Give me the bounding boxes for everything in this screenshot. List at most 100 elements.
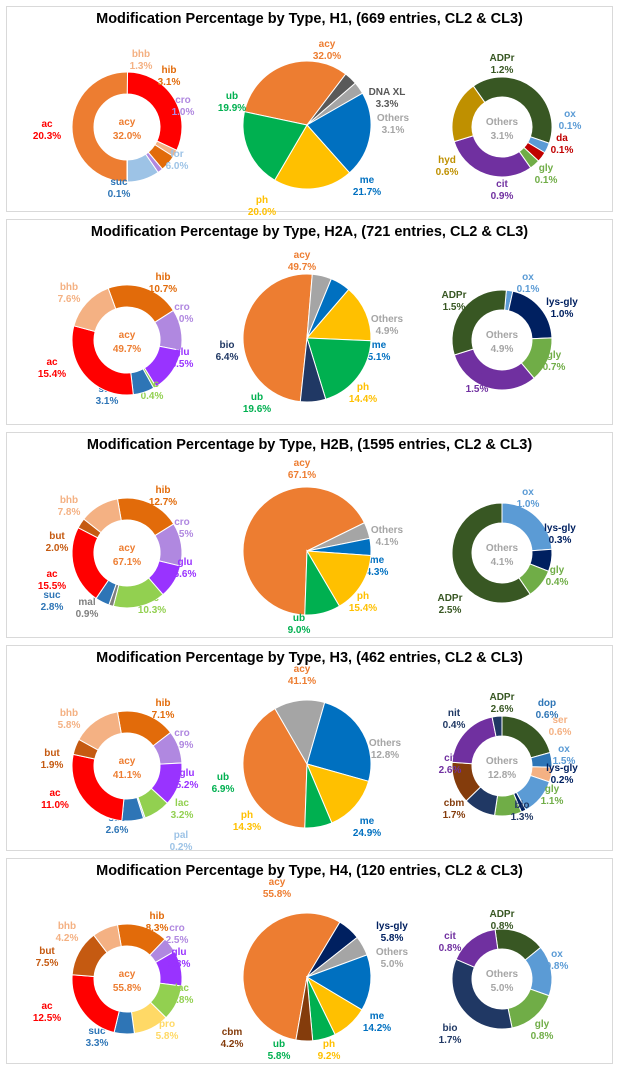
chart-title: Modification Percentage by Type, H1, (66… [96,11,523,27]
slice-value-label: 0.4% [141,391,164,402]
slice-value-label: 1.0% [517,499,540,510]
slice-cbm [295,976,314,1042]
slice-bhb [83,498,122,534]
donut-center-name: acy [119,969,136,980]
slice-value-label: 4.2% [221,1039,244,1050]
slice-name-label: ox [564,109,576,120]
slice-value-label: 2.6% [106,825,129,836]
slice-value-label: 6.0% [171,314,194,325]
donut-chart: ox0.1%lys-gly1.0%gly0.7%cit1.5%ADPr1.5%O… [441,272,578,395]
slice-name-label: pal [174,830,189,841]
chart-panel: Modification Percentage by Type, H1, (66… [6,6,613,218]
slice-name-label: lac [175,798,189,809]
slice-value-label: 4.9% [376,326,399,337]
slice-value-label: 5.8% [168,959,191,970]
donut-center-value: 4.9% [491,344,514,355]
slice-value-label: 0.1% [551,145,574,156]
slice-name-label: ub [251,392,263,403]
slice-name-label: Others [377,113,410,124]
slice-name-label: cro [174,517,190,528]
slice-value-label: 24.9% [353,828,381,839]
slice-name-label: dop [538,698,556,709]
slice-name-label: ac [46,357,58,368]
slice-value-label: 1.5% [443,302,466,313]
chart-title: Modification Percentage by Type, H2A, (7… [90,224,529,240]
pie-chart: acy55.8%lys-gly5.8%Others5.0%me14.2%ph9.… [221,877,409,1062]
donut-center-value: 4.1% [491,557,514,568]
slice-value-label: 10.7% [149,284,177,295]
slice-value-label: 0.8% [546,961,569,972]
slice-value-label: 20.3% [33,131,61,142]
slice-acy [242,273,313,403]
slice-name-label: Others [376,947,409,958]
slice-name-label: cit [444,931,456,942]
slice-name-label: acy [269,877,286,888]
slice-bio [299,337,327,403]
slice-value-label: 8.3% [146,923,169,934]
chart-title: Modification Percentage by Type, H4, (12… [96,863,523,879]
slice-name-label: hib [162,65,177,76]
donut-center-value: 5.0% [491,983,514,994]
slice-name-label: me [370,555,385,566]
slice-value-label: 5.8% [381,933,404,944]
slice-value-label: 0.7% [543,362,566,373]
slice-value-label: 7.8% [58,507,81,518]
slice-nit [491,715,503,738]
slice-ph [273,124,351,190]
slice-value-label: 4.1% [376,537,399,548]
donut-chart: hib10.7%cro6.0%glu6.5%lac0.4%suc3.1%ac15… [38,272,194,407]
slice-value-label: 6.9% [212,784,235,795]
slice-name-label: cro [174,728,190,739]
slice-bhb [73,287,117,333]
slice-value-label: 2.5% [439,605,462,616]
slice-name-label: cro [169,923,185,934]
slice-name-label: lys-gly [546,297,578,308]
slice-name-label: acy [319,39,336,50]
slice-ub [304,549,341,616]
slice-name-label: lys-gly [546,763,578,774]
slice-name-label: cit [444,753,456,764]
slice-value-label: 3.3% [86,1038,109,1049]
donut-center-value: 3.1% [491,131,514,142]
slice-name-label: hib [156,272,171,283]
slice-value-label: 4.2% [56,933,79,944]
slice-value-label: 0.6% [536,710,559,721]
slice-name-label: ac [41,1001,53,1012]
slice-me [306,92,372,174]
donut-center-name: acy [119,756,136,767]
slice-name-label: DNA XL [369,87,406,98]
slice-value-label: 7.1% [152,710,175,721]
chart-panel: Modification Percentage by Type, H2A, (7… [6,219,613,425]
slice-value-label: 4.3% [366,567,389,578]
slice-name-label: glu [180,768,195,779]
slice-value-label: 5.8% [58,720,81,731]
slice-value-label: 2.0% [46,543,69,554]
slice-name-label: cbm [444,798,465,809]
slice-value-label: 6.0% [166,161,189,172]
slice-name-label: suc [88,1026,106,1037]
slice-value-label: 5.0% [381,959,404,970]
slice-value-label: 14.2% [363,1023,391,1034]
slice-name-label: me [360,175,375,186]
slice-value-label: 12.5% [33,1013,61,1024]
donut-center-name: Others [486,756,519,767]
slice-value-label: 0.2% [551,775,574,786]
slice-name-label: Others [371,525,404,536]
slice-name-label: acy [294,250,311,261]
slice-me [306,701,372,782]
slice-ub [306,337,372,400]
slice-value-label: 0.1% [535,175,558,186]
slice-value-label: 8.5% [171,529,194,540]
slice-name-label: mal [78,597,95,608]
slice-name-label: ac [41,119,53,130]
slice-name-label: cro [175,95,191,106]
slice-value-label: 10.3% [138,605,166,616]
slice-name-label: cbm [222,1027,243,1038]
slice-value-label: 6.5% [171,359,194,370]
